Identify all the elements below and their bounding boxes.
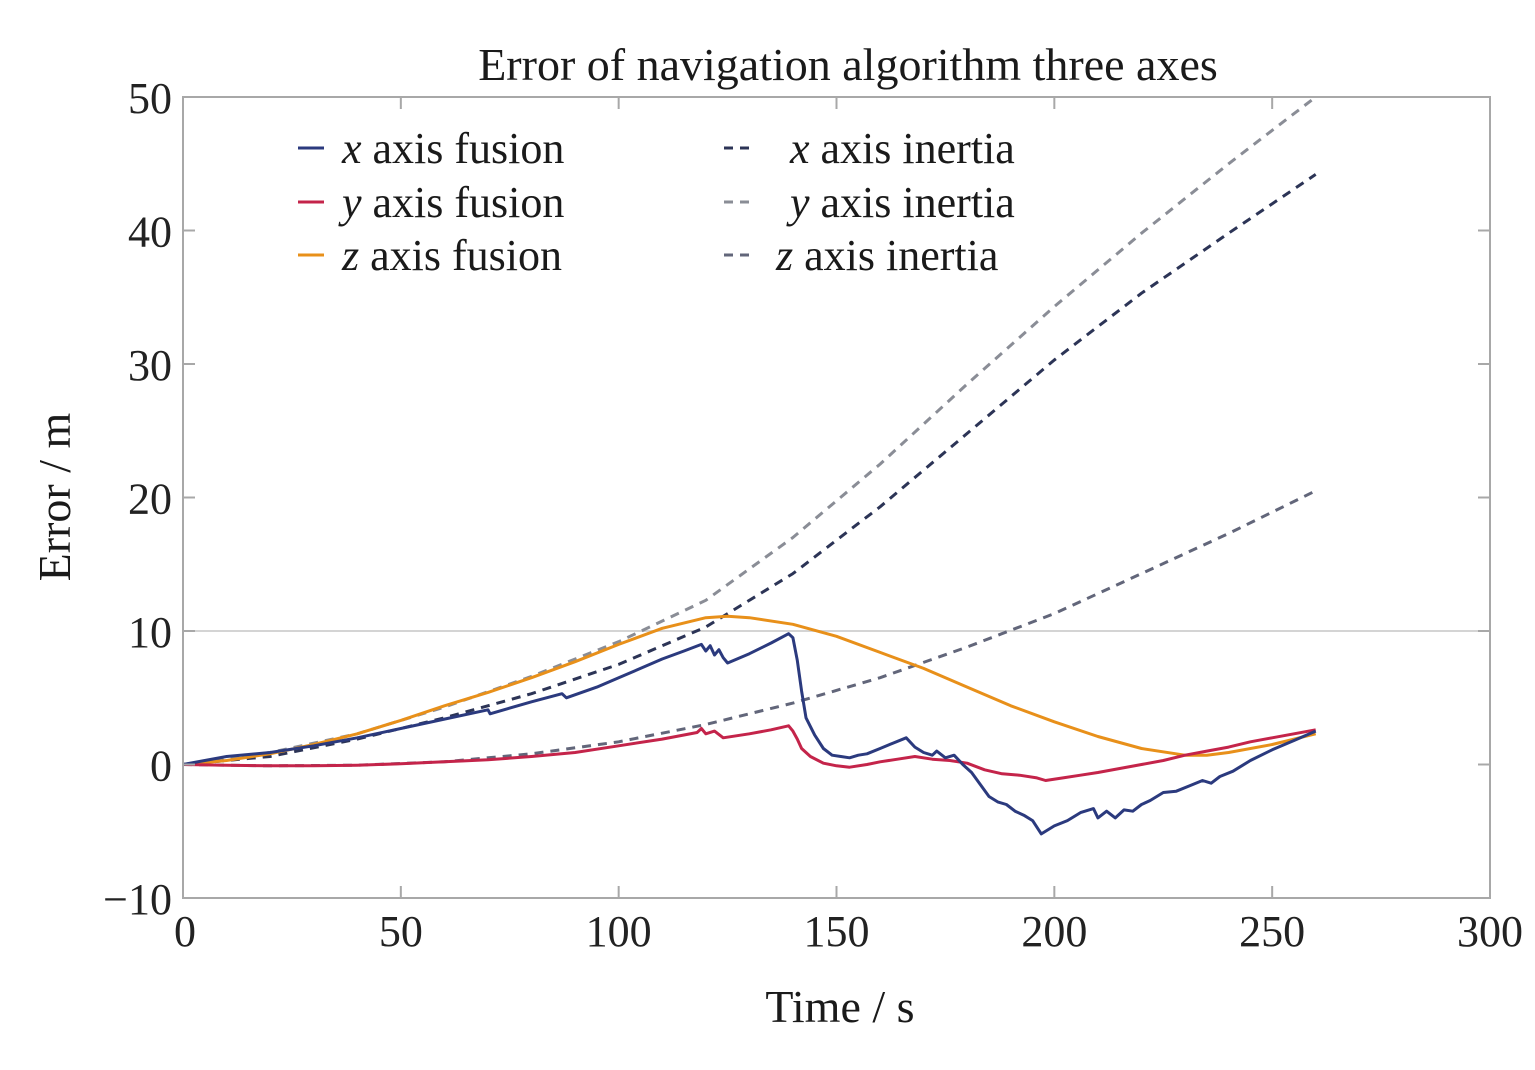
legend-entry-y-axis-inertia: y axis inertia xyxy=(724,178,1015,227)
legend-entry-z-axis-inertia: z axis inertia xyxy=(724,231,998,280)
legend-entry-x-axis-inertia: x axis inertia xyxy=(724,124,1015,173)
y-tick-label: 0 xyxy=(150,742,172,791)
legend-label: y axis inertia xyxy=(786,178,1015,227)
x-tick-label: 150 xyxy=(804,907,870,956)
legend-entry-x-axis-fusion: x axis fusion xyxy=(298,124,564,173)
x-tick-label: 200 xyxy=(1021,907,1087,956)
x-tick-label: 250 xyxy=(1239,907,1305,956)
series-layer xyxy=(182,95,1317,836)
y-tick-label: 40 xyxy=(128,208,172,257)
series-line-x-axis-fusion xyxy=(182,632,1317,836)
legend-label: z axis inertia xyxy=(775,231,998,280)
y-tick-label: 30 xyxy=(128,341,172,390)
y-tick-label: 50 xyxy=(128,74,172,123)
y-tick-label: 20 xyxy=(128,475,172,524)
x-axis-label: Time / s xyxy=(765,981,914,1032)
legend-entry-z-axis-fusion: z axis fusion xyxy=(298,231,562,280)
ticks-layer xyxy=(182,96,1491,899)
x-tick-label: 50 xyxy=(379,907,423,956)
series-line-z-axis-fusion xyxy=(182,614,1317,766)
x-tick-label: 0 xyxy=(174,907,196,956)
legend-label: z axis fusion xyxy=(341,231,562,280)
legend-label: x axis fusion xyxy=(341,124,564,173)
x-tick-label: 100 xyxy=(586,907,652,956)
legend-entry-y-axis-fusion: y axis fusion xyxy=(298,178,564,227)
y-tick-label: −10 xyxy=(103,875,172,924)
legend-label: x axis inertia xyxy=(789,124,1015,173)
y-axis-label: Error / m xyxy=(29,412,80,581)
legend-label: y axis fusion xyxy=(338,178,564,227)
series-line-y-axis-fusion xyxy=(182,724,1316,782)
x-tick-label: 300 xyxy=(1457,907,1523,956)
y-tick-label: 10 xyxy=(128,608,172,657)
series-line-x-axis-inertia xyxy=(182,173,1317,766)
chart-title: Error of navigation algorithm three axes xyxy=(478,39,1218,90)
